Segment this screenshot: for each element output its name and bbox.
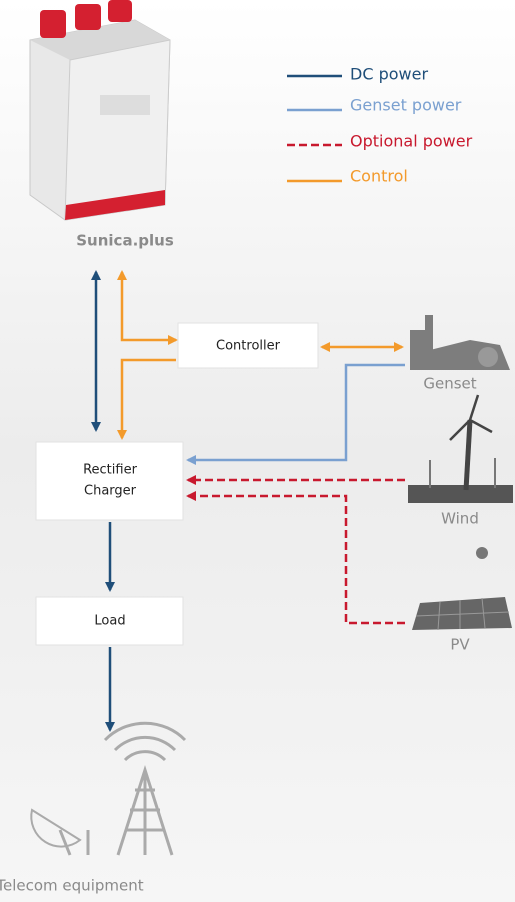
legend-label: Control: [350, 167, 408, 186]
battery-image: [30, 0, 170, 220]
controller-label: Controller: [216, 339, 281, 354]
genset-label: Genset: [423, 375, 476, 393]
legend-label: Genset power: [350, 96, 462, 115]
wind-label: Wind: [441, 510, 479, 528]
battery-label: Sunica.plus: [76, 232, 174, 250]
load-label: Load: [94, 614, 125, 629]
legend-label: Optional power: [350, 132, 473, 151]
rectifier-label: Rectifier: [83, 463, 137, 478]
legend-label: DC power: [350, 65, 428, 84]
pv-label: PV: [450, 636, 470, 654]
rectifier-box: [36, 442, 183, 520]
diagram: Sunica.plus DC power Genset power Option…: [0, 0, 515, 902]
telecom-label: Telecom equipment: [0, 877, 144, 895]
page: Sunica.plus DC power Genset power Option…: [0, 0, 515, 902]
rectifier-label: Charger: [84, 484, 137, 499]
